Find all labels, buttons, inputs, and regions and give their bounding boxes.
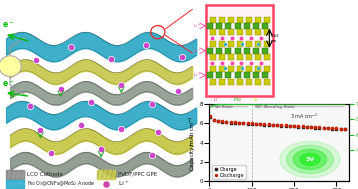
Charge bbox=[295, 125, 301, 128]
Charge bbox=[312, 126, 318, 129]
Discharge bbox=[207, 114, 213, 117]
Discharge bbox=[219, 120, 225, 123]
Text: LCO Cathode: LCO Cathode bbox=[27, 172, 63, 177]
Discharge bbox=[270, 123, 276, 126]
Charge bbox=[241, 122, 246, 125]
Charge bbox=[325, 127, 331, 130]
Charge bbox=[266, 123, 271, 126]
Charge bbox=[215, 120, 221, 123]
Charge bbox=[249, 122, 255, 125]
Discharge bbox=[304, 125, 310, 128]
Discharge bbox=[266, 123, 271, 126]
Discharge bbox=[329, 127, 335, 130]
Charge bbox=[279, 124, 284, 127]
Discharge bbox=[279, 124, 284, 127]
Charge bbox=[219, 120, 225, 123]
Discharge bbox=[236, 121, 242, 124]
Text: e$^-$: e$^-$ bbox=[2, 21, 14, 30]
Text: Flat State: Flat State bbox=[212, 105, 233, 109]
Discharge bbox=[325, 126, 331, 129]
Discharge bbox=[215, 119, 221, 122]
Discharge bbox=[291, 124, 297, 127]
Text: $\cdot$ S: $\cdot$ S bbox=[250, 95, 258, 103]
FancyBboxPatch shape bbox=[97, 170, 115, 179]
Charge bbox=[223, 121, 229, 124]
Charge bbox=[291, 125, 297, 128]
Charge bbox=[274, 124, 280, 127]
Discharge bbox=[245, 122, 250, 125]
Text: $\cdot$ Li$^+$: $\cdot$ Li$^+$ bbox=[211, 95, 223, 104]
Charge bbox=[232, 121, 238, 124]
Charge bbox=[236, 121, 242, 124]
Discharge bbox=[283, 124, 289, 127]
Charge bbox=[316, 126, 322, 129]
Charge bbox=[308, 126, 314, 129]
Discharge bbox=[312, 126, 318, 129]
Legend: Charge, Discharge: Charge, Discharge bbox=[212, 165, 246, 179]
Charge bbox=[329, 127, 335, 130]
Text: e$^-$: e$^-$ bbox=[2, 79, 14, 89]
Discharge bbox=[287, 124, 293, 127]
Discharge bbox=[232, 121, 238, 124]
Discharge bbox=[334, 127, 339, 130]
Text: Li$^+$: Li$^+$ bbox=[193, 72, 201, 79]
Discharge bbox=[338, 127, 343, 130]
Discharge bbox=[342, 127, 348, 130]
Discharge bbox=[223, 120, 229, 123]
Discharge bbox=[228, 121, 233, 124]
Charge bbox=[257, 123, 263, 126]
Discharge bbox=[295, 125, 301, 128]
Text: Li$^+$: Li$^+$ bbox=[118, 179, 130, 188]
Charge bbox=[342, 128, 348, 131]
Discharge bbox=[211, 119, 217, 122]
Discharge bbox=[257, 122, 263, 125]
Text: Li$^+$: Li$^+$ bbox=[193, 22, 201, 30]
Charge bbox=[338, 128, 343, 131]
Charge bbox=[270, 124, 276, 127]
Charge bbox=[287, 125, 293, 128]
Discharge bbox=[249, 122, 255, 125]
Charge bbox=[253, 123, 259, 126]
FancyBboxPatch shape bbox=[6, 180, 24, 188]
Charge bbox=[300, 125, 305, 128]
Charge bbox=[321, 127, 326, 130]
Text: $\cdot$ Mo: $\cdot$ Mo bbox=[230, 95, 242, 103]
Text: 3 mA cm$^{-2}$: 3 mA cm$^{-2}$ bbox=[290, 112, 318, 121]
Discharge bbox=[316, 126, 322, 129]
Discharge bbox=[253, 122, 259, 125]
Circle shape bbox=[0, 56, 21, 77]
Text: Fe$_2$O$_3$@CNFs@MoS$_2$ Anode: Fe$_2$O$_3$@CNFs@MoS$_2$ Anode bbox=[27, 180, 95, 188]
FancyBboxPatch shape bbox=[6, 170, 24, 179]
Charge bbox=[334, 127, 339, 130]
Charge bbox=[245, 122, 250, 125]
Y-axis label: Capacity/mAh cm$^{-2}$: Capacity/mAh cm$^{-2}$ bbox=[188, 115, 198, 171]
Charge bbox=[228, 121, 233, 124]
Charge bbox=[211, 119, 217, 122]
Charge bbox=[283, 124, 289, 127]
Charge bbox=[207, 115, 213, 118]
FancyBboxPatch shape bbox=[207, 5, 274, 96]
Charge bbox=[304, 126, 310, 129]
Discharge bbox=[262, 123, 267, 126]
Text: Li$^+$: Li$^+$ bbox=[193, 47, 201, 55]
Text: PVDF/PPC GPE: PVDF/PPC GPE bbox=[118, 172, 158, 177]
Charge bbox=[262, 123, 267, 126]
Discharge bbox=[300, 125, 305, 128]
Discharge bbox=[241, 121, 246, 124]
Discharge bbox=[308, 125, 314, 129]
Discharge bbox=[321, 126, 326, 129]
Discharge bbox=[274, 123, 280, 126]
Text: 0.62
nm: 0.62 nm bbox=[271, 34, 279, 43]
Text: 90° Bending State: 90° Bending State bbox=[255, 105, 295, 109]
